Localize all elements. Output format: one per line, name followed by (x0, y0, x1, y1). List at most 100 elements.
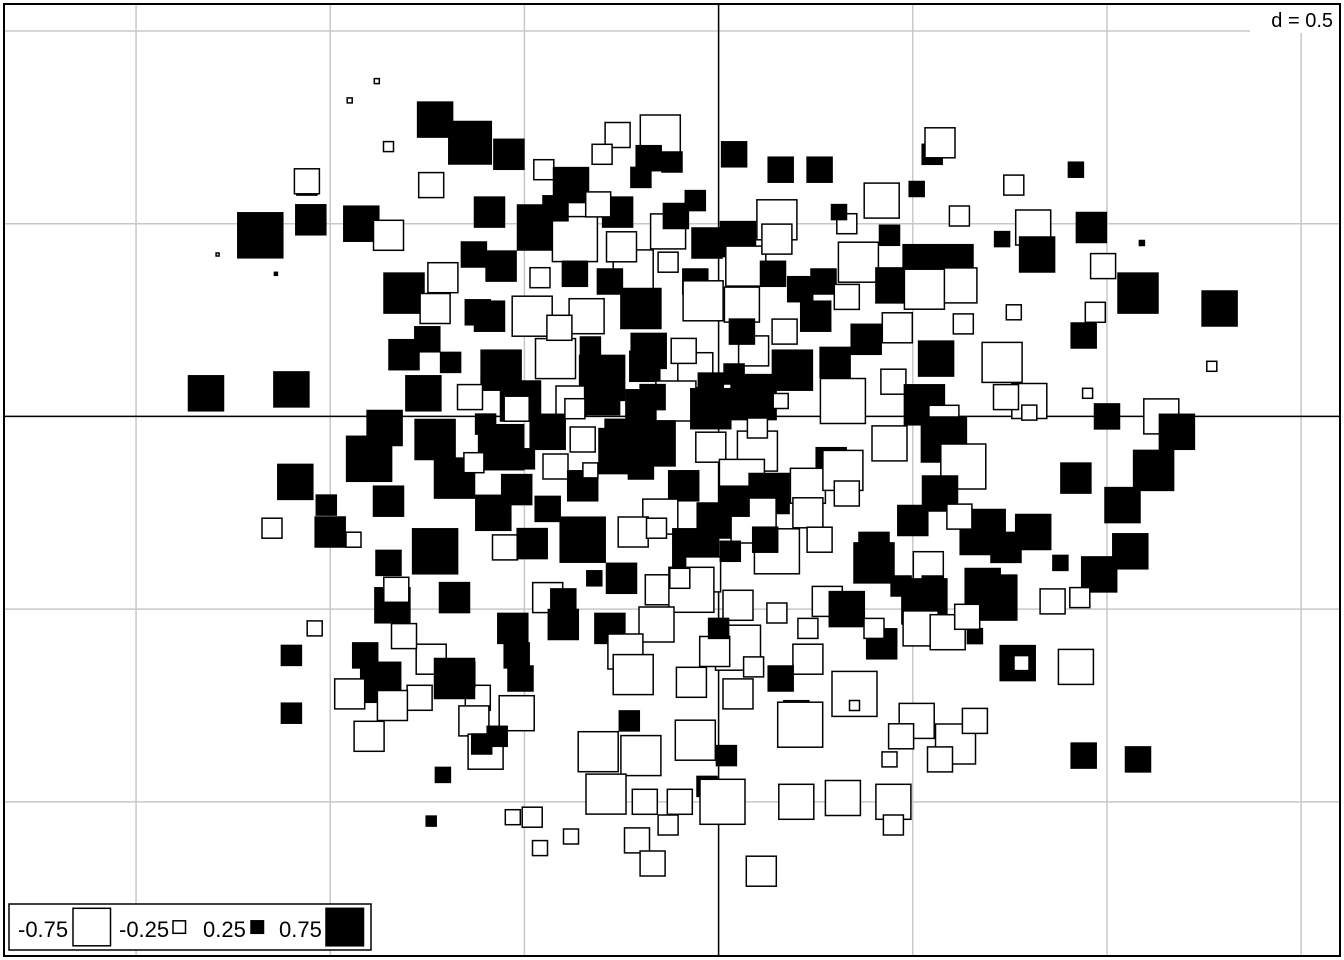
data-square (293, 168, 321, 195)
data-square (875, 783, 912, 821)
data-square (746, 417, 769, 439)
data-square (797, 617, 819, 640)
data-square (596, 268, 624, 295)
data-square (493, 138, 525, 171)
data-square (723, 363, 745, 385)
data-square (850, 323, 882, 356)
data-square (551, 215, 599, 263)
data-square (382, 140, 395, 153)
data-square (630, 166, 652, 189)
data-square (725, 245, 767, 287)
data-square (720, 141, 748, 168)
data-square (1138, 239, 1146, 247)
data-square (887, 723, 915, 750)
data-square (953, 603, 981, 631)
legend-label-4: 0.75 (279, 917, 322, 942)
data-square (529, 266, 551, 289)
data-square (561, 260, 589, 288)
data-square (623, 827, 651, 854)
data-square (630, 332, 667, 370)
data-square (438, 581, 471, 614)
data-square (434, 766, 452, 784)
plot-frame (3, 3, 1341, 957)
data-square (890, 575, 912, 597)
legend-label-1: -0.75 (18, 917, 68, 942)
data-square (427, 261, 459, 294)
data-square (273, 271, 279, 277)
data-square (351, 642, 379, 669)
data-square (699, 778, 746, 826)
data-square (432, 432, 454, 455)
data-square (819, 377, 867, 425)
data-square (373, 77, 381, 85)
data-square (582, 462, 599, 479)
data-square (776, 701, 824, 748)
data-square (722, 589, 754, 622)
legend-symbol-1 (72, 907, 112, 947)
data-square (1057, 648, 1095, 686)
data-square (383, 576, 410, 604)
data-square (456, 383, 484, 411)
data-square (771, 318, 798, 345)
data-square (516, 527, 548, 560)
data-square (1013, 654, 1030, 672)
data-square (881, 312, 914, 344)
data-square (863, 182, 900, 219)
data-square (674, 719, 717, 761)
data-square (463, 451, 485, 474)
data-square (863, 617, 885, 640)
data-square (833, 480, 861, 507)
data-square (534, 337, 577, 380)
data-square (1005, 304, 1023, 321)
data-square (767, 156, 794, 183)
data-square (405, 375, 442, 412)
data-square (504, 808, 522, 826)
data-square (507, 665, 534, 692)
data-square (684, 189, 707, 212)
data-square (346, 97, 353, 104)
data-square (383, 272, 425, 314)
data-square (486, 725, 508, 748)
data-square (1206, 360, 1218, 373)
data-square (1052, 554, 1069, 572)
data-square (390, 622, 418, 650)
data-square (638, 606, 675, 643)
data-square (333, 678, 366, 710)
data-square (837, 241, 880, 283)
data-square (926, 746, 954, 773)
data-square (718, 485, 750, 517)
data-square (908, 180, 925, 198)
data-square (353, 720, 385, 753)
data-square (806, 526, 833, 553)
data-square (631, 788, 659, 816)
data-square (1003, 174, 1025, 196)
data-square (315, 494, 338, 516)
data-square (372, 485, 405, 517)
data-square (806, 156, 833, 183)
data-square (521, 806, 543, 828)
data-square (237, 212, 284, 259)
data-square (878, 224, 901, 247)
data-square (448, 120, 493, 165)
data-square (1081, 387, 1094, 400)
data-square (406, 684, 433, 712)
legend-symbol-3 (250, 920, 265, 935)
data-square (497, 612, 529, 645)
data-square (568, 297, 605, 335)
data-square (921, 575, 943, 597)
data-square (682, 280, 724, 322)
data-square (529, 413, 566, 451)
data-square (314, 516, 346, 548)
data-square (751, 526, 779, 553)
data-square (569, 426, 596, 453)
data-square (882, 814, 905, 836)
data-square (533, 158, 555, 181)
data-square (458, 705, 490, 737)
data-square (583, 378, 621, 416)
data-square (742, 656, 765, 678)
scale-label-box (1250, 5, 1339, 33)
data-square (618, 710, 641, 732)
data-square (280, 702, 303, 724)
data-square (612, 653, 654, 696)
data-square (990, 531, 1022, 564)
